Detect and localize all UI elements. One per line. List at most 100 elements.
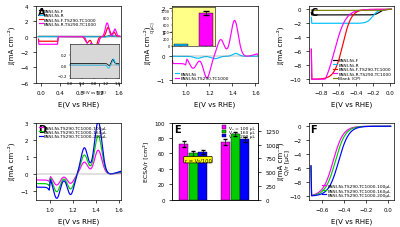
PANI-Ni-F — [352, 15, 357, 17]
PANI-Ni-F — [117, 36, 122, 39]
PANI-Ni-TS290-TC1000-160μL — [340, 138, 345, 141]
PANI-Ni-R-TS290-TC1000 — [93, 55, 98, 58]
PANI-Ni-TS290-TC1000-200μL — [49, 180, 54, 183]
Blank (CP) — [352, 10, 357, 13]
PANI-Ni-R — [36, 36, 41, 39]
Bar — [179, 145, 188, 200]
Y-axis label: j(mA cm⁻²): j(mA cm⁻²) — [276, 142, 284, 181]
PANI-Ni-F — [387, 9, 392, 12]
Bar — [240, 140, 249, 200]
PANI-Ni-R — [86, 36, 90, 39]
Text: C: C — [310, 8, 318, 18]
PANI-Ni — [170, 56, 175, 58]
PANI-Ni-F — [108, 35, 112, 38]
Blank (CP) — [389, 9, 394, 12]
Line: PANI-Ni-F-TS290-TC1000: PANI-Ni-F-TS290-TC1000 — [38, 28, 120, 51]
PANI-Ni-R-TS290-TC1000 — [310, 79, 314, 81]
PANI-Ni-TS290-TC1000-160μL — [388, 125, 393, 128]
PANI-Ni-TS290-TC1000 — [185, 59, 190, 62]
PANI-Ni-F-TS290-TC1000 — [106, 27, 111, 30]
PANI-Ni-R-TS290-TC1000 — [357, 10, 362, 13]
PANI-Ni-R — [98, 36, 102, 39]
PANI-Ni-R — [357, 23, 362, 25]
PANI-Ni-TS290-TC1000-100μL — [318, 189, 323, 192]
PANI-Ni-TS290-TC1000-100μL — [96, 149, 100, 152]
PANI-Ni-TS290-TC1000 — [255, 54, 260, 57]
PANI-Ni-TS290-TC1000-100μL — [366, 125, 371, 128]
PANI-Ni-TS290-TC1000-160μL — [367, 125, 372, 128]
PANI-Ni-F — [389, 9, 394, 12]
PANI-Ni-F — [309, 12, 314, 15]
PANI-Ni-TS290-TC1000-200μL — [98, 130, 103, 133]
PANI-Ni-F-TS290-TC1000 — [387, 9, 392, 12]
PANI-Ni — [208, 57, 213, 60]
PANI-Ni-F-TS290-TC1000 — [98, 37, 103, 39]
PANI-Ni-R-TS290-TC1000 — [41, 44, 46, 47]
PANI-Ni-TS290-TC1000-160μL — [359, 126, 364, 128]
X-axis label: E(V vs RHE): E(V vs RHE) — [331, 218, 372, 224]
PANI-Ni-R — [83, 36, 88, 39]
Line: PANI-Ni-R-TS290-TC1000: PANI-Ni-R-TS290-TC1000 — [38, 24, 120, 57]
Line: PANI-Ni-R-TS290-TC1000: PANI-Ni-R-TS290-TC1000 — [311, 10, 392, 80]
PANI-Ni-TS290-TC1000-160μL — [318, 191, 323, 194]
PANI-Ni-TS290-TC1000-200μL — [96, 121, 100, 123]
PANI-Ni-TS290-TC1000 — [234, 26, 239, 29]
PANI-Ni-F-TS290-TC1000 — [83, 41, 88, 43]
PANI-Ni-F-TS290-TC1000 — [357, 10, 362, 13]
Line: PANI-Ni-TS290-TC1000-200μL: PANI-Ni-TS290-TC1000-200μL — [311, 127, 391, 196]
PANI-Ni-R — [88, 36, 93, 39]
Bar — [198, 152, 208, 200]
PANI-Ni-F-TS290-TC1000 — [389, 9, 394, 12]
Line: PANI-Ni-R: PANI-Ni-R — [311, 10, 392, 24]
PANI-Ni-R — [347, 23, 352, 26]
PANI-Ni-F — [98, 36, 102, 39]
PANI-Ni-R — [41, 36, 46, 39]
Line: PANI-Ni: PANI-Ni — [172, 54, 258, 59]
Line: Blank (CP): Blank (CP) — [311, 10, 392, 11]
Legend: PANI-Ni-TS290-TC1000-100μL, PANI-Ni-TS290-TC1000-160μL, PANI-Ni-TS290-TC1000-200: PANI-Ni-TS290-TC1000-100μL, PANI-Ni-TS29… — [38, 125, 108, 139]
PANI-Ni-TS290-TC1000-200μL — [367, 126, 372, 128]
PANI-Ni-F — [357, 15, 362, 17]
PANI-Ni-TS290-TC1000-160μL — [56, 189, 60, 192]
PANI-Ni-TS290-TC1000-200μL — [72, 182, 77, 185]
PANI-Ni-F — [106, 35, 111, 38]
PANI-Ni-TS290-TC1000-160μL — [72, 180, 77, 183]
PANI-Ni-TS290-TC1000-200μL — [340, 147, 345, 149]
PANI-Ni-TS290-TC1000-100μL — [84, 163, 89, 165]
PANI-Ni-F-TS290-TC1000 — [117, 36, 122, 39]
PANI-Ni — [255, 56, 260, 58]
PANI-Ni-TS290-TC1000-200μL — [84, 151, 89, 153]
PANI-Ni-TS290-TC1000-160μL — [84, 157, 89, 159]
PANI-Ni-R-TS290-TC1000 — [88, 44, 93, 46]
PANI-Ni-TS290-TC1000-160μL — [119, 172, 124, 174]
PANI-Ni-TS290-TC1000-160μL — [34, 178, 38, 181]
PANI-Ni-TS290-TC1000-200μL — [308, 165, 313, 168]
PANI-Ni-R — [375, 11, 380, 14]
PANI-Ni — [233, 53, 238, 56]
PANI-Ni-TS290-TC1000-100μL — [72, 177, 77, 180]
PANI-Ni-F-TS290-TC1000 — [309, 49, 314, 51]
Line: PANI-Ni-F-TS290-TC1000: PANI-Ni-F-TS290-TC1000 — [311, 10, 392, 80]
PANI-Ni-TS290-TC1000-160μL — [335, 154, 340, 157]
PANI-Ni-R-TS290-TC1000 — [309, 49, 314, 52]
PANI-Ni — [192, 57, 197, 60]
PANI-Ni-R-TS290-TC1000 — [387, 9, 392, 12]
PANI-Ni-TS290-TC1000 — [220, 41, 225, 44]
PANI-Ni — [185, 56, 190, 59]
PANI-Ni-TS290-TC1000-100μL — [367, 125, 372, 128]
PANI-Ni-TS290-TC1000-160μL — [54, 190, 59, 193]
PANI-Ni-R — [387, 9, 392, 12]
Blank (CP) — [375, 10, 380, 13]
Bar — [189, 154, 198, 200]
PANI-Ni-F — [310, 15, 314, 17]
PANI-Ni-F — [348, 15, 352, 17]
Text: B: B — [174, 8, 182, 18]
PANI-Ni-TS290-TC1000 — [170, 60, 175, 62]
PANI-Ni-R — [106, 36, 111, 39]
Blank (CP) — [310, 10, 314, 13]
PANI-Ni-R-TS290-TC1000 — [347, 14, 352, 17]
Line: PANI-Ni-TS290-TC1000-100μL: PANI-Ni-TS290-TC1000-100μL — [36, 151, 121, 185]
PANI-Ni-TS290-TC1000-160μL — [309, 194, 314, 197]
PANI-Ni-TS290-TC1000-160μL — [96, 135, 100, 138]
PANI-Ni-TS290-TC1000-200μL — [309, 195, 314, 197]
